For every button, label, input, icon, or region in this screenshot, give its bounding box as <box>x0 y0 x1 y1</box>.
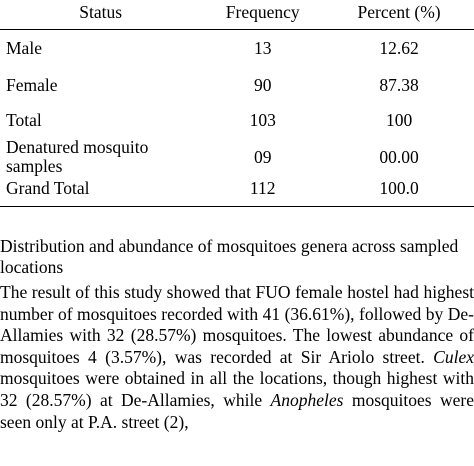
table-row: Male 13 12.62 <box>0 30 474 67</box>
paragraph-text: mosquitoes were obtained in all the loca… <box>0 368 474 410</box>
table-header-row: Status Frequency Percent (%) <box>0 0 474 30</box>
cell-frequency: 09 <box>253 147 272 167</box>
header-percent: Percent (%) <box>324 0 474 30</box>
cell-percent: 100 <box>385 110 413 130</box>
cell-percent: 100.0 <box>324 178 474 207</box>
cell-status: Female <box>6 75 58 95</box>
cell-percent: 87.38 <box>379 75 419 95</box>
genus-anopheles: Anopheles <box>270 389 344 410</box>
cell-frequency: 103 <box>249 110 276 130</box>
cell-percent: 00.00 <box>379 147 419 167</box>
table-row: Female 90 87.38 <box>0 66 474 104</box>
table-row: Denatured mosquito samples 09 00.00 <box>0 136 474 178</box>
table-row: Total 103 100 <box>0 104 474 136</box>
cell-status: Male <box>6 38 42 58</box>
paragraph-text: mosquitoes were seen only at P.A. street… <box>0 389 474 432</box>
cell-frequency: 13 <box>253 38 272 58</box>
header-frequency: Frequency <box>201 0 325 30</box>
section-heading: Distribution and abundance of mosquitoes… <box>0 236 459 277</box>
genus-culex: Culex <box>433 346 474 367</box>
table-row-grand-total: Grand Total 112 100.0 <box>0 178 474 207</box>
paragraph-text: The result of this study showed that FUO… <box>0 282 474 367</box>
body-paragraph: The result of this study showed that FUO… <box>0 282 474 433</box>
cell-status: Total <box>6 110 42 130</box>
mosquito-status-table: Status Frequency Percent (%) Male 13 12.… <box>0 0 474 207</box>
cell-status: Denatured mosquito samples <box>6 137 149 176</box>
cell-frequency: 112 <box>201 178 325 207</box>
cell-percent: 12.62 <box>379 38 419 58</box>
cell-frequency: 90 <box>253 75 272 95</box>
cell-status: Grand Total <box>0 178 202 207</box>
header-status: Status <box>0 0 202 30</box>
